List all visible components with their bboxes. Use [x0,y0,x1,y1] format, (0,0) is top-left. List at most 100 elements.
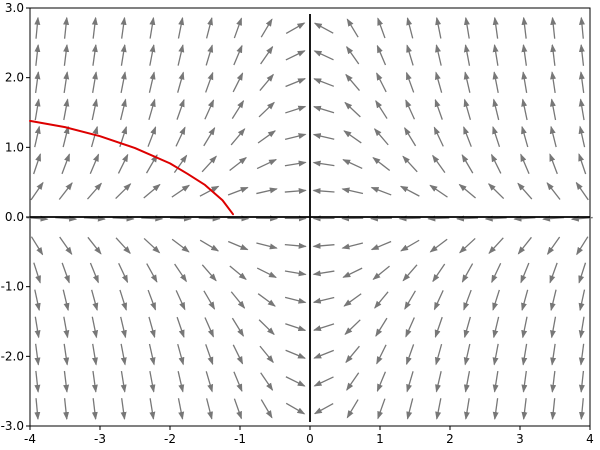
field-arrow [119,289,128,311]
field-arrow [461,263,474,283]
field-arrow [260,45,274,65]
field-arrow [406,44,414,66]
field-arrow [377,17,386,39]
field-arrow [399,185,420,197]
field-arrow [62,125,70,148]
field-arrow [488,237,504,255]
field-arrow [91,43,98,66]
field-arrow [312,187,335,194]
field-arrow [463,71,471,93]
field-arrow [429,238,448,253]
field-arrow [149,398,156,420]
field-arrow [63,43,70,66]
field-arrow [521,398,528,421]
field-arrow [120,16,127,39]
field-arrow [402,264,418,282]
field-arrow [492,398,499,420]
field-arrow [550,370,557,393]
field-arrow [550,398,557,421]
field-arrow [492,44,499,66]
field-arrow [257,130,276,144]
solution-curve [29,119,234,216]
field-arrow [490,153,502,174]
field-arrow [463,289,472,311]
field-arrow [34,16,41,39]
field-arrow [578,16,585,39]
field-arrow [233,398,243,420]
field-arrow [148,71,156,93]
field-arrow [199,239,220,252]
field-arrow [285,323,307,332]
field-arrow [92,343,98,366]
field-arrow [549,289,557,312]
field-arrow [205,17,213,39]
field-arrow [342,267,363,278]
field-arrow [148,316,156,339]
field-arrow [205,344,214,366]
field-arrow [284,270,307,277]
field-arrow [177,16,185,39]
field-arrow [147,126,157,147]
field-arrow [256,267,277,278]
field-arrow [233,371,243,393]
field-arrow [492,316,500,339]
field-arrow [435,371,442,393]
field-arrow [91,316,99,339]
field-arrow [177,44,185,66]
field-arrow [488,183,505,200]
field-arrow [63,316,70,339]
x-tick-label: -1 [234,432,246,446]
field-arrow [343,130,362,144]
field-arrow [284,242,307,249]
field-arrow [578,125,586,148]
field-arrow [149,370,156,393]
field-arrow [229,265,247,281]
field-arrow [285,349,306,359]
field-arrow [205,44,214,66]
field-arrow [118,262,129,284]
field-arrow [119,98,127,121]
field-arrow [146,263,158,283]
field-arrow [542,215,565,222]
field-arrow [257,293,276,307]
field-arrow [521,125,529,148]
x-axis-ticks: -4 -3 -2 -1 0 1 2 3 4 [24,426,594,446]
field-arrow [83,215,106,222]
field-arrow [258,319,275,336]
field-arrow [463,343,471,366]
field-arrow [34,43,41,66]
field-arrow [432,154,446,173]
field-arrow [313,323,335,331]
field-arrow [199,185,220,197]
field-arrow [341,242,364,250]
x-tick-label: -2 [164,432,176,446]
field-arrow [63,71,70,94]
field-arrow [578,43,585,66]
x-tick-label: 0 [306,432,314,446]
field-arrow [230,128,246,146]
field-arrow [63,16,70,39]
field-arrow [521,370,528,393]
field-arrow [177,343,185,366]
field-arrow [89,153,100,174]
field-arrow [433,290,444,311]
field-arrow [398,215,421,222]
field-arrow [549,125,557,148]
field-arrow [258,101,275,118]
x-tick-label: -4 [24,432,36,446]
field-arrow [578,370,585,393]
field-arrow [550,98,557,121]
y-tick-label: 3.0 [5,1,24,15]
field-arrow [227,186,249,196]
field-arrow [34,289,41,312]
field-arrow [550,343,557,366]
field-arrow [435,16,442,39]
field-arrow [406,371,414,393]
field-arrow [404,127,417,147]
field-arrow [492,98,500,121]
field-arrow [175,126,186,147]
field-arrow [376,371,387,393]
field-arrow [492,16,499,39]
field-arrow [435,398,442,420]
